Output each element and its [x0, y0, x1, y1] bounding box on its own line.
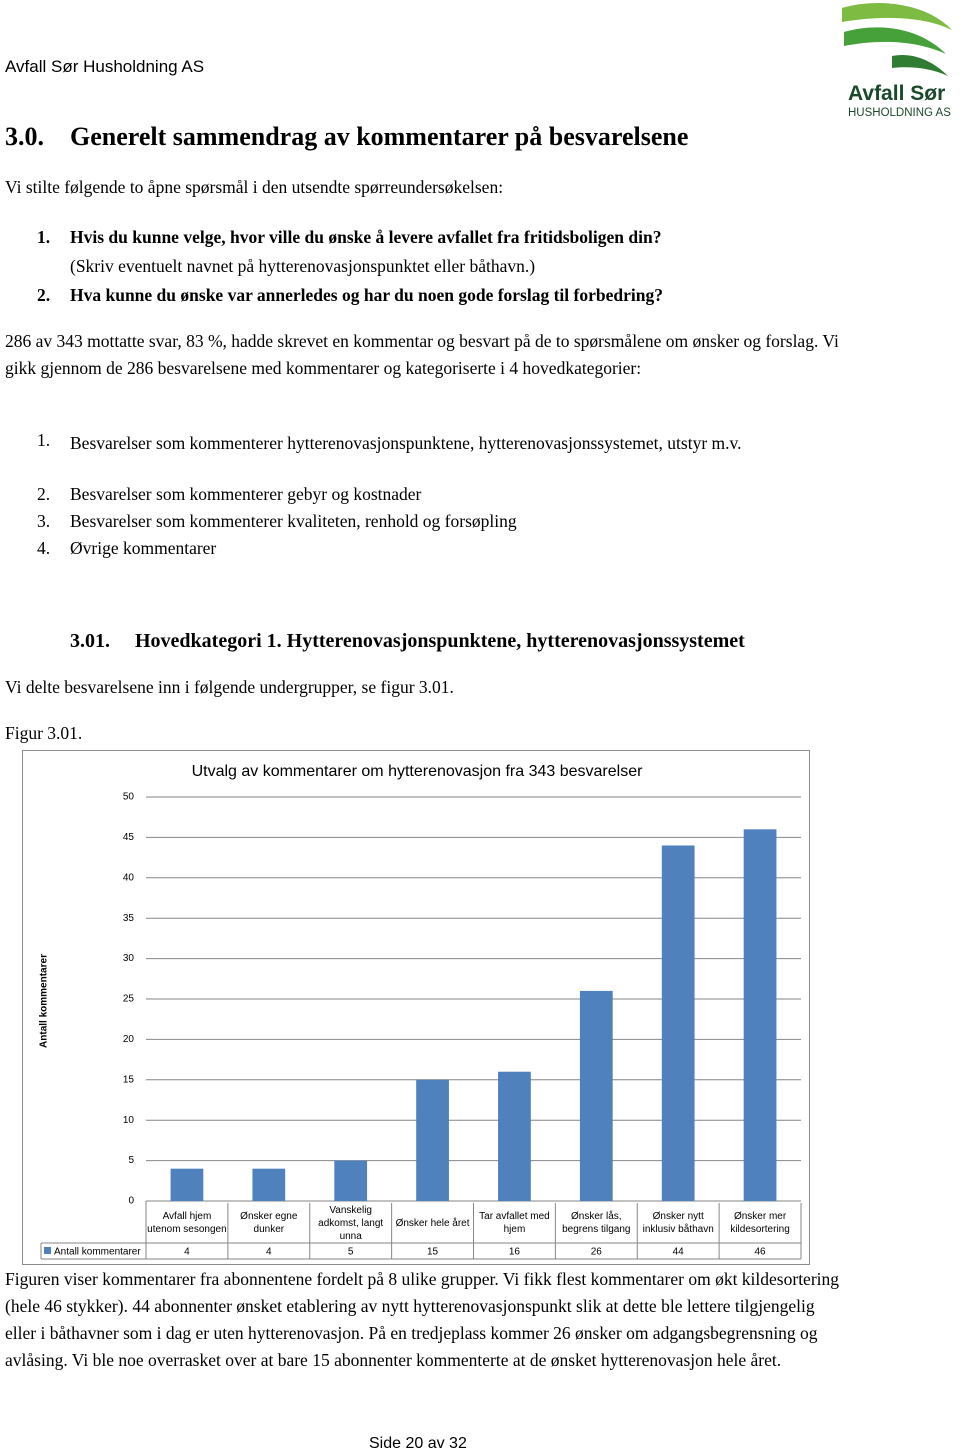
- logo-sub: HUSHOLDNING AS: [848, 107, 951, 119]
- x-tick-label: Ønsker egne dunker: [240, 1211, 298, 1235]
- data-table-value: 44: [673, 1247, 685, 1258]
- question-number: 2.: [37, 285, 51, 305]
- section-title: Generelt sammendrag av kommentarer på be…: [70, 122, 689, 151]
- logo-swoosh: [844, 27, 946, 54]
- chart-title: Utvalg av kommentarer om hytterenovasjon…: [192, 763, 644, 780]
- y-tick-label: 0: [128, 1196, 134, 1207]
- list-number: 3.: [37, 511, 51, 531]
- y-tick-label: 35: [123, 913, 135, 924]
- bar: [498, 1071, 531, 1201]
- x-tick-label: Tar avfallet med hjem: [479, 1211, 550, 1235]
- subsection-number: 3.01.: [70, 630, 110, 652]
- x-tick-label: Ønsker nytt inklusiv båthavn: [642, 1211, 714, 1235]
- data-table-value: 15: [427, 1247, 439, 1258]
- y-axis-label: Antall kommentarer: [39, 954, 50, 1048]
- subsection-title: Hovedkategori 1. Hytterenovasjonspunkten…: [135, 630, 745, 652]
- bar: [743, 829, 777, 1201]
- bar: [252, 1168, 286, 1201]
- y-tick-label: 5: [128, 1155, 134, 1166]
- bar: [661, 845, 695, 1201]
- y-tick-label: 40: [123, 872, 135, 883]
- list-item: Besvarelser som kommenterer gebyr og kos…: [70, 484, 422, 504]
- caption: Figuren viser kommentarer fra abonnenten…: [5, 1269, 840, 1370]
- list-item: Øvrige kommentarer: [70, 538, 217, 558]
- logo: Avfall Sør HUSHOLDNING AS: [842, 3, 952, 119]
- intro: Vi stilte følgende to åpne spørsmål i de…: [5, 177, 504, 197]
- data-table-value: 16: [509, 1247, 521, 1258]
- logo-swoosh: [842, 3, 952, 30]
- question-number: 1.: [37, 227, 51, 247]
- y-tick-label: 10: [123, 1115, 135, 1126]
- y-tick-label: 15: [123, 1074, 135, 1085]
- data-table-value: 26: [591, 1247, 603, 1258]
- section-number: 3.0.: [5, 122, 44, 151]
- paragraph: 286 av 343 mottatte svar, 83 %, hadde sk…: [5, 331, 839, 378]
- y-tick-label: 45: [123, 832, 135, 843]
- question: Hvis du kunne velge, hvor ville du ønske…: [70, 227, 662, 247]
- data-table-value: 4: [266, 1247, 272, 1258]
- question-note: (Skriv eventuelt navnet på hytterenovasj…: [70, 256, 536, 276]
- figure-label: Figur 3.01.: [5, 723, 83, 743]
- list-number: 4.: [37, 538, 51, 558]
- chart: Utvalg av kommentarer om hytterenovasjon…: [22, 750, 810, 1265]
- y-tick-label: 20: [123, 1034, 135, 1045]
- x-tick-label: Ønsker hele året: [395, 1217, 470, 1229]
- data-table-value: 5: [348, 1247, 354, 1258]
- question: Hva kunne du ønske var annerledes og har…: [70, 285, 663, 305]
- x-tick-label: Vanskelig adkomst, langt unna: [318, 1204, 384, 1242]
- list-number: 1.: [37, 430, 51, 450]
- list-item: Besvarelser som kommenterer hytterenovas…: [70, 433, 742, 453]
- bar: [579, 990, 613, 1201]
- x-tick-label: Avfall hjem utenom sesongen: [147, 1211, 227, 1235]
- bar: [334, 1160, 368, 1201]
- sub-intro: Vi delte besvarelsene inn i følgende und…: [5, 677, 454, 697]
- x-tick-label: Ønsker lås, begrens tilgang: [562, 1211, 631, 1235]
- y-tick-label: 50: [123, 792, 135, 803]
- chart-svg: Utvalg av kommentarer om hytterenovasjon…: [39, 763, 802, 1260]
- logo-name: Avfall Sør: [848, 82, 945, 105]
- x-tick-label: Ønsker mer kildesortering: [730, 1211, 790, 1235]
- data-table-value: 46: [755, 1247, 767, 1258]
- logo-swoosh: [892, 54, 948, 76]
- company-name: Avfall Sør Husholdning AS: [5, 57, 205, 76]
- list-item: Besvarelser som kommenterer kvaliteten, …: [70, 511, 517, 531]
- data-table-value: 4: [184, 1247, 190, 1258]
- legend-label: Antall kommentarer: [54, 1247, 141, 1258]
- legend-key: [44, 1247, 51, 1254]
- page-footer: Side 20 av 32: [369, 1435, 467, 1452]
- y-tick-label: 25: [123, 994, 135, 1005]
- y-tick-label: 30: [123, 953, 135, 964]
- bar: [416, 1079, 449, 1201]
- list-number: 2.: [37, 484, 51, 504]
- bar: [170, 1168, 204, 1201]
